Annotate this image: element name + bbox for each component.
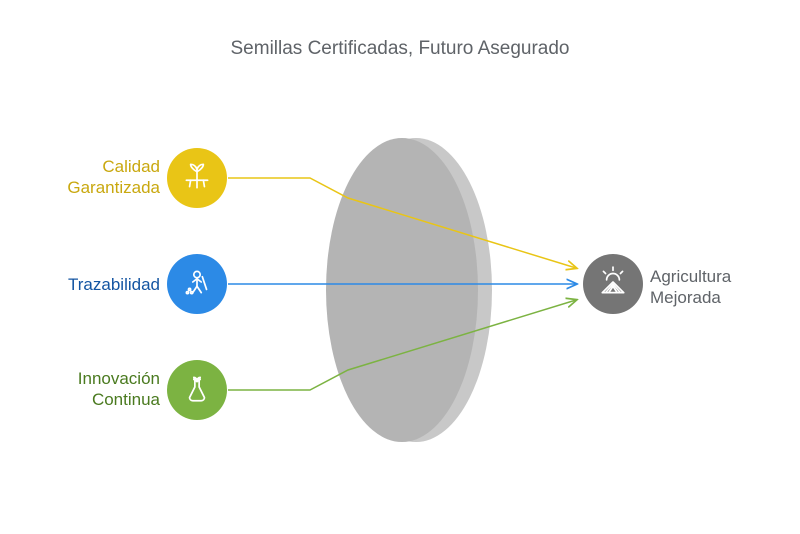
label-line: Continua bbox=[92, 390, 160, 409]
label-line: Mejorada bbox=[650, 288, 721, 307]
node-output-label: Agricultura Mejorada bbox=[650, 266, 731, 309]
label-line: Innovación bbox=[78, 369, 160, 388]
lens-front bbox=[326, 138, 478, 442]
node-trazabilidad-circle bbox=[167, 254, 227, 314]
label-line: Calidad bbox=[102, 157, 160, 176]
farmer-icon bbox=[180, 265, 214, 304]
flask-icon bbox=[180, 371, 214, 410]
diagram-title: Semillas Certificadas, Futuro Asegurado bbox=[0, 38, 800, 60]
node-innovacion-label: Innovación Continua bbox=[78, 368, 160, 411]
diagram-stage: Semillas Certificadas, Futuro Asegurado … bbox=[0, 0, 800, 534]
label-line: Agricultura bbox=[650, 267, 731, 286]
field-icon bbox=[596, 265, 630, 304]
node-calidad-circle bbox=[167, 148, 227, 208]
plant-icon bbox=[180, 159, 214, 198]
node-output-circle bbox=[583, 254, 643, 314]
node-trazabilidad-label: Trazabilidad bbox=[68, 274, 160, 295]
node-calidad-label: Calidad Garantizada bbox=[67, 156, 160, 199]
label-line: Trazabilidad bbox=[68, 275, 160, 294]
node-innovacion-circle bbox=[167, 360, 227, 420]
label-line: Garantizada bbox=[67, 178, 160, 197]
